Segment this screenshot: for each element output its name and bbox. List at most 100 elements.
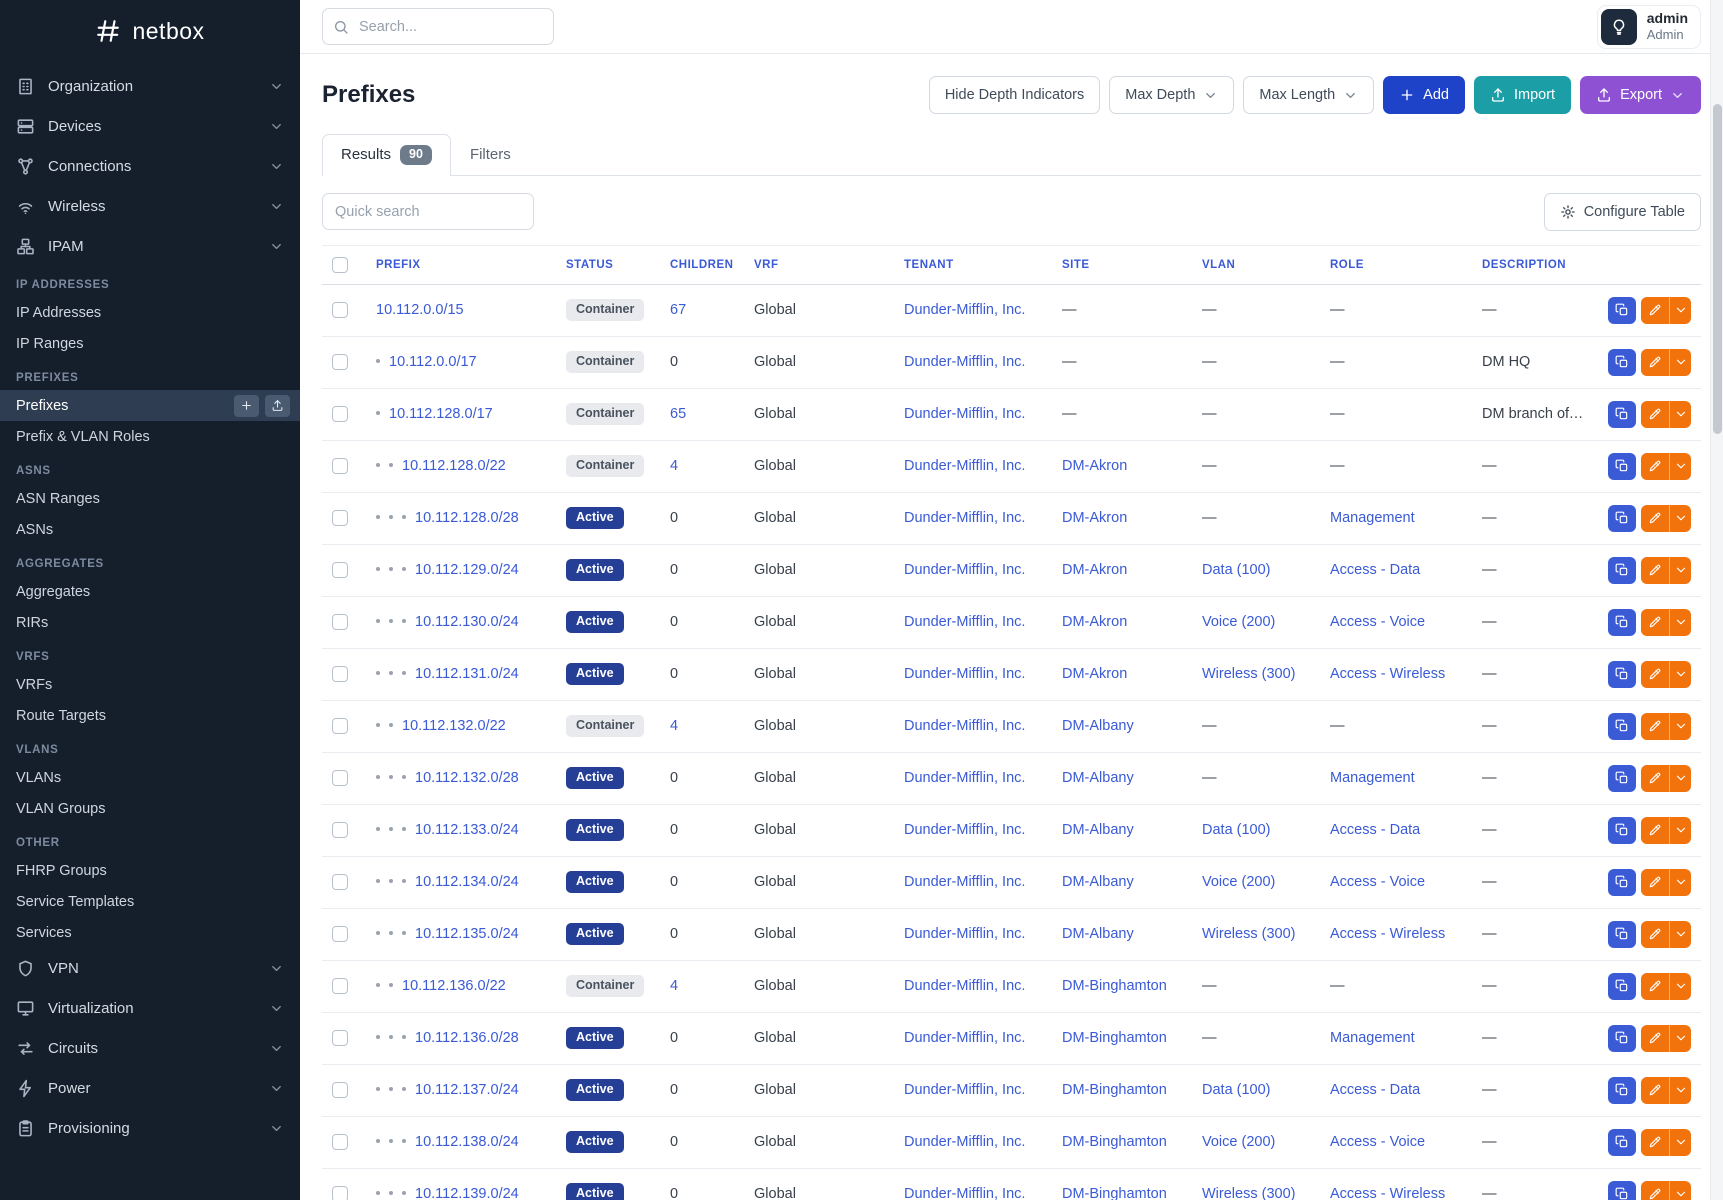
prefix-link[interactable]: 10.112.139.0/24 bbox=[415, 1186, 519, 1200]
role-link[interactable]: Access - Wireless bbox=[1330, 1186, 1446, 1200]
role-link[interactable]: Access - Data bbox=[1330, 822, 1421, 839]
prefix-link[interactable]: 10.112.137.0/24 bbox=[415, 1082, 519, 1099]
site-link[interactable]: DM-Binghamton bbox=[1062, 1030, 1167, 1047]
quick-search-input[interactable] bbox=[322, 193, 534, 231]
sidebar-group-devices[interactable]: Devices bbox=[0, 106, 300, 146]
site-link[interactable]: DM-Akron bbox=[1062, 562, 1128, 579]
row-checkbox[interactable] bbox=[332, 1082, 348, 1099]
vlan-link[interactable]: Data (100) bbox=[1202, 1082, 1271, 1099]
copy-button[interactable] bbox=[1608, 1076, 1636, 1104]
sidebar-item-vrfs[interactable]: VRFs bbox=[16, 676, 53, 693]
site-link[interactable]: DM-Binghamton bbox=[1062, 1082, 1167, 1099]
row-menu-button[interactable] bbox=[1669, 816, 1691, 844]
hide-depth-indicators-button[interactable]: Hide Depth Indicators bbox=[928, 76, 1101, 114]
edit-button[interactable] bbox=[1641, 556, 1669, 584]
row-menu-button[interactable] bbox=[1669, 452, 1691, 480]
edit-button[interactable] bbox=[1641, 816, 1669, 844]
column-header-site[interactable]: SITE bbox=[1052, 244, 1192, 285]
vlan-link[interactable]: Voice (200) bbox=[1202, 1134, 1276, 1151]
copy-button[interactable] bbox=[1608, 504, 1636, 532]
row-checkbox[interactable] bbox=[332, 718, 348, 735]
column-header-children[interactable]: CHILDREN bbox=[660, 244, 744, 285]
row-checkbox[interactable] bbox=[332, 302, 348, 319]
sidebar-item-prefixes[interactable]: Prefixes bbox=[0, 390, 300, 421]
copy-button[interactable] bbox=[1608, 556, 1636, 584]
edit-button[interactable] bbox=[1641, 348, 1669, 376]
scrollbar[interactable] bbox=[1710, 0, 1723, 1200]
netbox-logo[interactable]: netbox bbox=[0, 0, 300, 62]
tab-filters[interactable]: Filters bbox=[469, 146, 511, 164]
edit-button[interactable] bbox=[1641, 920, 1669, 948]
tenant-link[interactable]: Dunder-Mifflin, Inc. bbox=[904, 978, 1026, 995]
tenant-link[interactable]: Dunder-Mifflin, Inc. bbox=[904, 822, 1026, 839]
sidebar-group-provisioning[interactable]: Provisioning bbox=[0, 1108, 300, 1148]
edit-button[interactable] bbox=[1641, 504, 1669, 532]
tenant-link[interactable]: Dunder-Mifflin, Inc. bbox=[904, 510, 1026, 527]
sidebar-item-asn-ranges[interactable]: ASN Ranges bbox=[16, 490, 100, 507]
sidebar-item-fhrp-groups[interactable]: FHRP Groups bbox=[16, 862, 107, 879]
copy-button[interactable] bbox=[1608, 1024, 1636, 1052]
edit-button[interactable] bbox=[1641, 1180, 1669, 1200]
row-menu-button[interactable] bbox=[1669, 868, 1691, 896]
edit-button[interactable] bbox=[1641, 452, 1669, 480]
sidebar-item-service-templates[interactable]: Service Templates bbox=[16, 893, 135, 910]
user-menu[interactable]: admin Admin bbox=[1596, 4, 1701, 49]
vlan-link[interactable]: Wireless (300) bbox=[1202, 1186, 1296, 1200]
copy-button[interactable] bbox=[1608, 920, 1636, 948]
prefix-link[interactable]: 10.112.136.0/28 bbox=[415, 1030, 519, 1047]
sidebar-item-route-targets[interactable]: Route Targets bbox=[16, 707, 107, 724]
sidebar-group-virtualization[interactable]: Virtualization bbox=[0, 988, 300, 1028]
role-link[interactable]: Access - Voice bbox=[1330, 614, 1426, 631]
sidebar-group-wireless[interactable]: Wireless bbox=[0, 186, 300, 226]
copy-button[interactable] bbox=[1608, 348, 1636, 376]
edit-button[interactable] bbox=[1641, 1128, 1669, 1156]
sidebar-item-prefix-vlan-roles[interactable]: Prefix & VLAN Roles bbox=[16, 428, 150, 445]
column-header-vlan[interactable]: VLAN bbox=[1192, 244, 1320, 285]
theme-toggle-button[interactable] bbox=[1600, 8, 1637, 45]
edit-button[interactable] bbox=[1641, 1024, 1669, 1052]
row-checkbox[interactable] bbox=[332, 1030, 348, 1047]
prefix-link[interactable]: 10.112.129.0/24 bbox=[415, 562, 519, 579]
row-checkbox[interactable] bbox=[332, 510, 348, 527]
row-checkbox[interactable] bbox=[332, 562, 348, 579]
tenant-link[interactable]: Dunder-Mifflin, Inc. bbox=[904, 666, 1026, 683]
prefix-link[interactable]: 10.112.130.0/24 bbox=[415, 614, 519, 631]
row-checkbox[interactable] bbox=[332, 874, 348, 891]
children-count-link[interactable]: 4 bbox=[670, 978, 679, 995]
row-checkbox[interactable] bbox=[332, 822, 348, 839]
role-link[interactable]: Management bbox=[1330, 510, 1415, 527]
tenant-link[interactable]: Dunder-Mifflin, Inc. bbox=[904, 926, 1026, 943]
prefix-link[interactable]: 10.112.128.0/17 bbox=[389, 406, 493, 423]
add-button[interactable]: Add bbox=[1383, 76, 1465, 114]
site-link[interactable]: DM-Akron bbox=[1062, 510, 1128, 527]
role-link[interactable]: Access - Voice bbox=[1330, 874, 1426, 891]
row-menu-button[interactable] bbox=[1669, 348, 1691, 376]
row-menu-button[interactable] bbox=[1669, 504, 1691, 532]
site-link[interactable]: DM-Akron bbox=[1062, 614, 1128, 631]
prefix-link[interactable]: 10.112.0.0/15 bbox=[376, 302, 464, 319]
role-link[interactable]: Management bbox=[1330, 1030, 1415, 1047]
row-checkbox[interactable] bbox=[332, 614, 348, 631]
row-checkbox[interactable] bbox=[332, 666, 348, 683]
copy-button[interactable] bbox=[1608, 816, 1636, 844]
column-header-prefix[interactable]: PREFIX bbox=[366, 244, 556, 285]
column-header-role[interactable]: ROLE bbox=[1320, 244, 1472, 285]
prefix-link[interactable]: 10.112.132.0/28 bbox=[415, 770, 519, 787]
copy-button[interactable] bbox=[1608, 712, 1636, 740]
tenant-link[interactable]: Dunder-Mifflin, Inc. bbox=[904, 1082, 1026, 1099]
edit-button[interactable] bbox=[1641, 1076, 1669, 1104]
global-search-input[interactable] bbox=[322, 8, 554, 45]
tenant-link[interactable]: Dunder-Mifflin, Inc. bbox=[904, 1134, 1026, 1151]
prefix-link[interactable]: 10.112.132.0/22 bbox=[402, 718, 506, 735]
row-menu-button[interactable] bbox=[1669, 556, 1691, 584]
row-menu-button[interactable] bbox=[1669, 764, 1691, 792]
sidebar-group-ipam[interactable]: IPAM bbox=[0, 226, 300, 266]
row-menu-button[interactable] bbox=[1669, 660, 1691, 688]
max-length-dropdown[interactable]: Max Length bbox=[1243, 76, 1375, 114]
sidebar-group-circuits[interactable]: Circuits bbox=[0, 1028, 300, 1068]
export-button[interactable]: Export bbox=[1580, 76, 1701, 114]
row-checkbox[interactable] bbox=[332, 458, 348, 475]
row-menu-button[interactable] bbox=[1669, 972, 1691, 1000]
row-menu-button[interactable] bbox=[1669, 400, 1691, 428]
column-header-tenant[interactable]: TENANT bbox=[894, 244, 1052, 285]
